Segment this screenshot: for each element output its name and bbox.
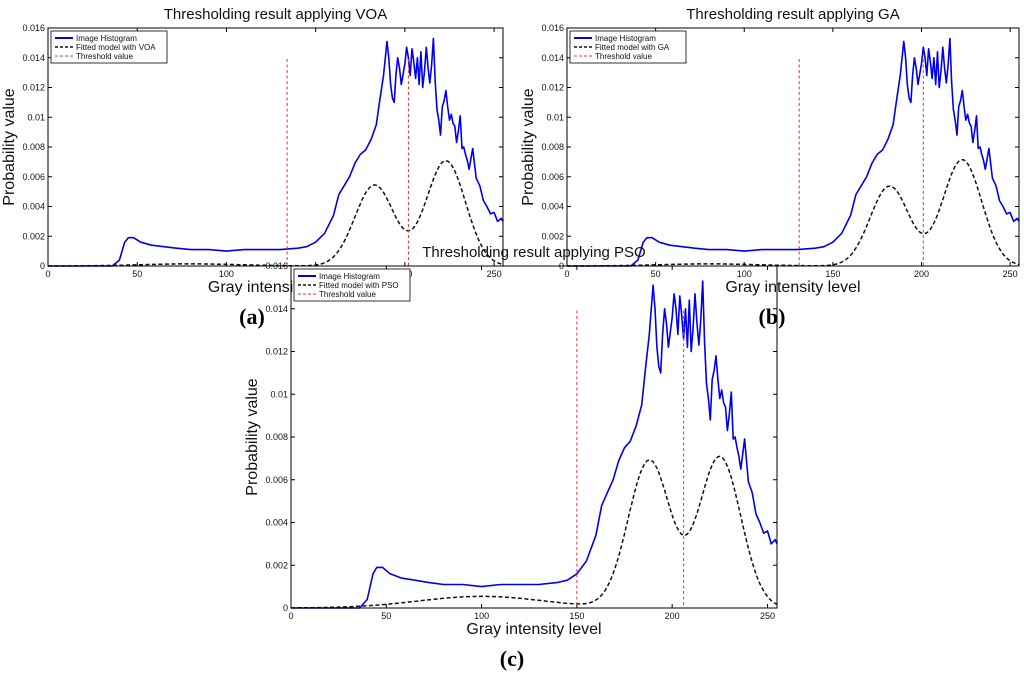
y-tick-label: 0.006 bbox=[541, 172, 564, 182]
chart-panel-b: Thresholding result applying GA 0 50 100 150… bbox=[520, 6, 1020, 329]
y-tick-label: 0.006 bbox=[265, 475, 288, 485]
x-tick-label: 0 bbox=[564, 269, 569, 279]
y-axis-label: Probability value bbox=[1, 88, 18, 206]
x-tick-label: 250 bbox=[487, 269, 502, 279]
y-tick-label: 0.002 bbox=[22, 231, 45, 241]
y-tick-label: 0 bbox=[283, 603, 288, 613]
legend-entry-histogram-label: Image Histogram bbox=[595, 34, 656, 43]
x-axis-label: Gray intensity level bbox=[466, 621, 601, 638]
legend-entry-model-label: Fitted model with GA bbox=[595, 43, 670, 52]
legend-entry-threshold-label: Threshold value bbox=[76, 52, 133, 61]
legend-entry-histogram-label: Image Histogram bbox=[76, 34, 137, 43]
y-tick-label: 0.004 bbox=[541, 202, 564, 212]
x-tick-label: 250 bbox=[760, 611, 775, 621]
plot-frame bbox=[47, 27, 504, 267]
plot-frame bbox=[290, 265, 778, 609]
x-tick-label: 100 bbox=[474, 611, 489, 621]
y-tick-label: 0.014 bbox=[265, 304, 288, 314]
legend-entry-model-label: Fitted model with PSO bbox=[319, 281, 399, 290]
histogram-series-line bbox=[567, 37, 1020, 267]
legend-entry-histogram-label: Image Histogram bbox=[319, 272, 380, 281]
fitted-model-series-line bbox=[567, 158, 1020, 267]
y-tick-label: 0.006 bbox=[22, 172, 45, 182]
x-tick-label: 250 bbox=[1003, 269, 1018, 279]
y-tick-label: 0.008 bbox=[541, 142, 564, 152]
y-tick-label: 0.002 bbox=[541, 231, 564, 241]
fitted-model-series-line bbox=[291, 455, 778, 609]
chart-panel-a: Thresholding result applying VOA05010015… bbox=[1, 6, 504, 329]
y-tick-label: 0.01 bbox=[27, 112, 45, 122]
histogram-series-line bbox=[291, 280, 778, 609]
plot-frame bbox=[566, 27, 1020, 267]
chart-panel-c: Thresholding result applying PSO 0 50 100 15… bbox=[244, 244, 778, 671]
chart-title: Thresholding result applying PSO bbox=[422, 244, 645, 261]
x-tick-label: 100 bbox=[737, 269, 752, 279]
y-tick-label: 0.012 bbox=[541, 83, 564, 93]
y-tick-label: 0.014 bbox=[22, 53, 45, 63]
x-tick-label: 50 bbox=[381, 611, 391, 621]
x-axis-label: Gray intensity level bbox=[725, 279, 860, 296]
x-tick-label: 100 bbox=[219, 269, 234, 279]
histogram-series-line bbox=[48, 37, 504, 267]
y-tick-label: 0.008 bbox=[265, 432, 288, 442]
x-tick-label: 0 bbox=[288, 611, 293, 621]
y-tick-label: 0.01 bbox=[546, 112, 564, 122]
y-tick-label: 0.016 bbox=[541, 23, 564, 33]
y-axis-label: Probability value bbox=[244, 378, 261, 496]
y-tick-label: 0.01 bbox=[270, 389, 288, 399]
y-tick-label: 0.016 bbox=[265, 261, 288, 271]
x-tick-label: 150 bbox=[569, 611, 584, 621]
y-tick-label: 0.008 bbox=[22, 142, 45, 152]
x-tick-label: 200 bbox=[665, 611, 680, 621]
legend-entry-threshold-label: Threshold value bbox=[319, 290, 376, 299]
y-tick-label: 0.002 bbox=[265, 560, 288, 570]
y-tick-label: 0.012 bbox=[22, 83, 45, 93]
chart-title: Thresholding result applying GA bbox=[686, 6, 899, 23]
x-tick-label: 200 bbox=[914, 269, 929, 279]
y-tick-label: 0.004 bbox=[265, 518, 288, 528]
y-tick-label: 0.016 bbox=[22, 23, 45, 33]
y-tick-label: 0.012 bbox=[265, 347, 288, 357]
x-tick-label: 150 bbox=[825, 269, 840, 279]
x-tick-label: 50 bbox=[651, 269, 661, 279]
y-tick-label: 0.004 bbox=[22, 202, 45, 212]
chart-title: Thresholding result applying VOA bbox=[164, 6, 387, 23]
x-tick-label: 50 bbox=[132, 269, 142, 279]
x-tick-label: 0 bbox=[45, 269, 50, 279]
panel-label: (b) bbox=[759, 304, 786, 329]
legend-entry-threshold-label: Threshold value bbox=[595, 52, 652, 61]
panel-label: (c) bbox=[500, 646, 524, 671]
y-axis-label: Probability value bbox=[520, 88, 537, 206]
y-tick-label: 0.014 bbox=[541, 53, 564, 63]
panel-label: (a) bbox=[239, 304, 265, 329]
legend-entry-model-label: Fitted model with VOA bbox=[76, 43, 156, 52]
y-tick-label: 0 bbox=[40, 261, 45, 271]
